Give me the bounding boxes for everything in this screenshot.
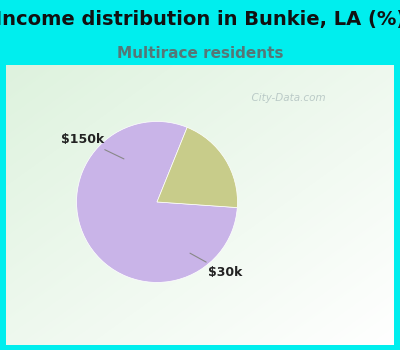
Wedge shape (157, 127, 238, 208)
Text: Income distribution in Bunkie, LA (%): Income distribution in Bunkie, LA (%) (0, 10, 400, 29)
Text: Multirace residents: Multirace residents (117, 46, 283, 61)
Wedge shape (76, 121, 237, 282)
Text: $150k: $150k (61, 133, 124, 159)
Text: $30k: $30k (190, 253, 242, 279)
Text: City-Data.com: City-Data.com (245, 93, 326, 103)
